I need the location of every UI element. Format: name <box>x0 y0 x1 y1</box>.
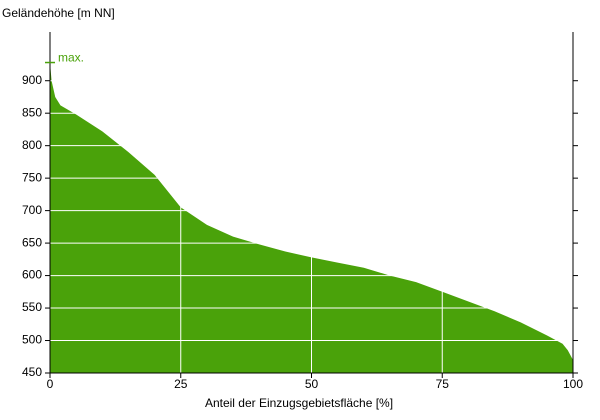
y-tick-label: 450 <box>22 365 42 379</box>
y-tick-label: 500 <box>22 333 42 347</box>
y-tick-label: 650 <box>22 235 42 249</box>
y-axis-label: Geländehöhe [m NN] <box>2 6 115 20</box>
y-tick-label: 900 <box>22 73 42 87</box>
max-label: max. <box>58 51 84 65</box>
y-tick-label: 550 <box>22 300 42 314</box>
y-tick-label: 600 <box>22 268 42 282</box>
y-tick-label: 850 <box>22 105 42 119</box>
y-tick-label: 800 <box>22 138 42 152</box>
y-tick-label: 750 <box>22 170 42 184</box>
x-tick-label: 25 <box>174 377 188 391</box>
x-tick-label: 75 <box>436 377 450 391</box>
y-tick-label: 700 <box>22 203 42 217</box>
x-axis-label: Anteil der Einzugsgebietsfläche [%] <box>205 396 393 410</box>
x-tick-label: 100 <box>563 377 583 391</box>
x-tick-label: 50 <box>305 377 319 391</box>
x-tick-label: 0 <box>47 377 54 391</box>
